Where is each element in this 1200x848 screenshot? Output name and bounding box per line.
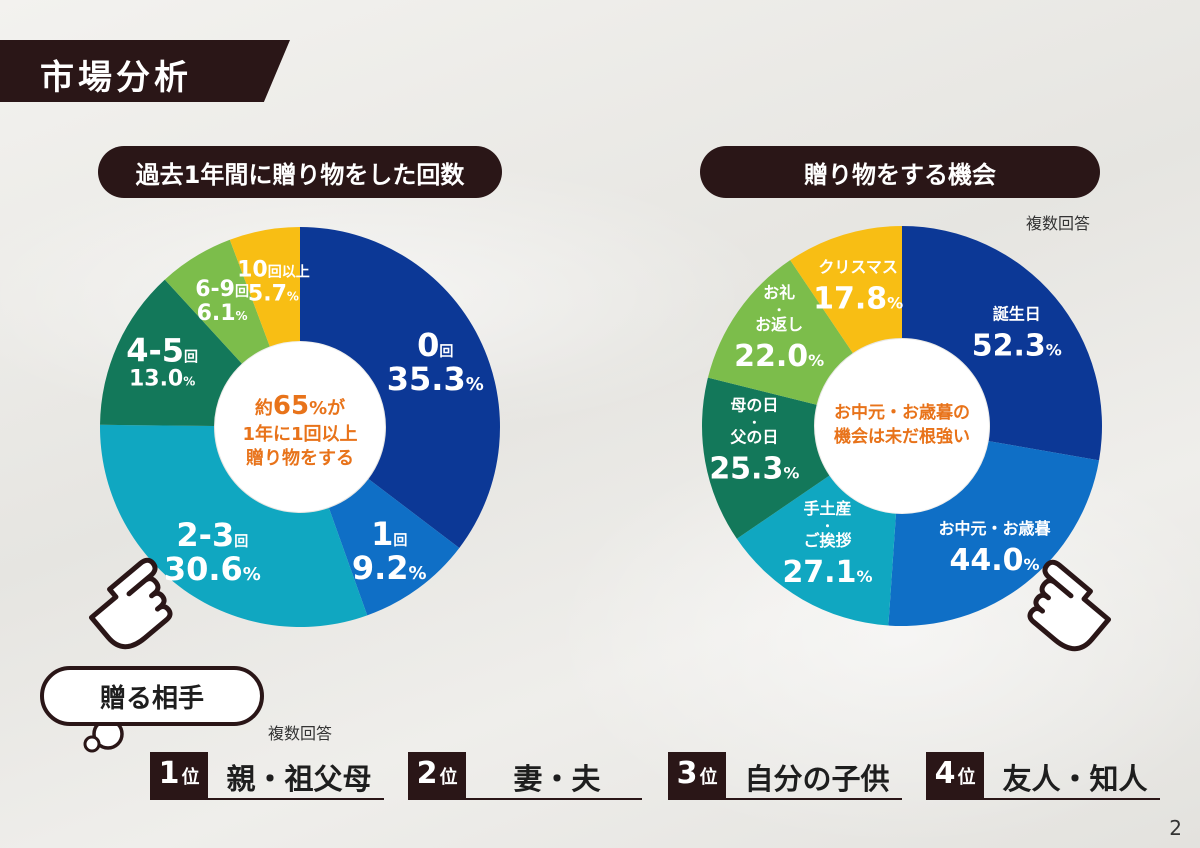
right-chart-note: 複数回答 — [1026, 214, 1091, 233]
value-label: 6.1% — [197, 301, 248, 326]
category-label: ・ — [773, 303, 785, 317]
speech-bubble-tail-icon — [83, 718, 124, 753]
value-label: 22.0% — [734, 339, 824, 374]
donut-slice — [790, 226, 902, 354]
slice-label: お中元・お歳暮 44.0% — [939, 519, 1052, 578]
rank-underline — [408, 798, 642, 800]
right-donut-chart: 誕生日52.3%お中元・お歳暮44.0%手土産・ご挨拶27.1%母の日・父の日2… — [701, 226, 1102, 626]
category-label: お中元・お歳暮 — [939, 519, 1052, 538]
rank-label: 親・祖父母 — [226, 762, 372, 796]
donut-slice — [229, 227, 300, 347]
value-label: 9.2% — [352, 549, 427, 587]
category-label: 4-5回 — [126, 331, 198, 369]
value-label: 27.1% — [782, 555, 872, 590]
rank-underline — [668, 798, 902, 800]
value-label: 35.3% — [387, 360, 484, 398]
slice-label: 母の日・父の日 25.3% — [709, 395, 799, 486]
donut-slice — [164, 239, 270, 364]
rank-label: 妻・夫 — [513, 762, 601, 796]
slice-label: 6-9回6.1% — [195, 277, 249, 326]
category-label: クリスマス — [818, 258, 898, 277]
left-donut-chart: 0回35.3%1回9.2%2-3回30.6%4-5回13.0%6-9回6.1%1… — [100, 227, 500, 628]
center-line: 贈り物をする — [246, 447, 354, 469]
rank-underline — [926, 798, 1160, 800]
category-label: 手土産 — [803, 499, 851, 518]
category-label: ・ — [821, 519, 833, 533]
value-label: 52.3% — [972, 328, 1062, 363]
donut-slice — [736, 475, 896, 626]
rank-label: 自分の子供 — [744, 762, 890, 796]
center-line: お中元・お歳暮の — [834, 402, 970, 423]
slice-label: お礼・お返し 22.0% — [734, 283, 824, 374]
category-label: 父の日 — [729, 427, 778, 446]
page-number: 2 — [1169, 816, 1182, 840]
donut-slice — [701, 377, 830, 539]
donut-hole — [215, 342, 385, 512]
donut-slice — [100, 424, 368, 628]
rank-underline — [150, 798, 384, 800]
page-title: 市場分析 — [40, 58, 192, 98]
category-label: 0回 — [417, 326, 453, 364]
donut-slice — [300, 227, 500, 548]
value-label: 17.8% — [813, 282, 903, 317]
category-label: 1回 — [371, 515, 407, 553]
value-label: 13.0% — [129, 366, 195, 391]
slice-label: 1回9.2% — [352, 515, 427, 587]
recipients-heading: 贈る相手 — [40, 666, 264, 726]
slice-label: クリスマス 17.8% — [813, 258, 903, 317]
value-label: 44.0% — [950, 543, 1040, 578]
category-label: 2-3回 — [176, 516, 248, 554]
pointing-hand-icon — [88, 557, 173, 650]
category-label: 誕生日 — [993, 304, 1041, 323]
category-label: 10回以上 — [237, 257, 310, 282]
donut-hole — [815, 339, 989, 513]
title-banner — [0, 40, 290, 102]
donut-slice — [888, 441, 1100, 626]
category-label: 6-9回 — [195, 277, 249, 302]
donut-slice — [100, 279, 242, 427]
center-line: 1年に1回以上 — [242, 423, 357, 445]
center-line: 約65%が — [255, 391, 345, 421]
right-chart-heading: 贈り物をする機会 — [700, 146, 1100, 198]
pointing-hand-icon — [1027, 559, 1112, 652]
category-label: 母の日 — [730, 395, 778, 414]
rank-label: 友人・知人 — [1002, 762, 1148, 796]
category-label: お返し — [755, 315, 803, 334]
value-label: 25.3% — [709, 451, 799, 486]
recipients-note: 複数回答 — [268, 724, 333, 743]
value-label: 5.7% — [248, 281, 299, 306]
value-label: 30.6% — [164, 550, 261, 588]
center-line: 機会は未だ根強い — [834, 426, 970, 447]
donut-slice — [707, 260, 853, 405]
category-label: ・ — [748, 415, 760, 429]
left-chart-heading: 過去1年間に贈り物をした回数 — [98, 146, 502, 198]
category-label: お礼 — [763, 283, 795, 302]
slice-label: 誕生日 52.3% — [972, 304, 1062, 363]
slice-label: 手土産・ご挨拶 27.1% — [782, 499, 872, 590]
category-label: ご挨拶 — [803, 531, 851, 550]
donut-slice — [902, 226, 1102, 461]
donut-slice — [328, 479, 460, 616]
